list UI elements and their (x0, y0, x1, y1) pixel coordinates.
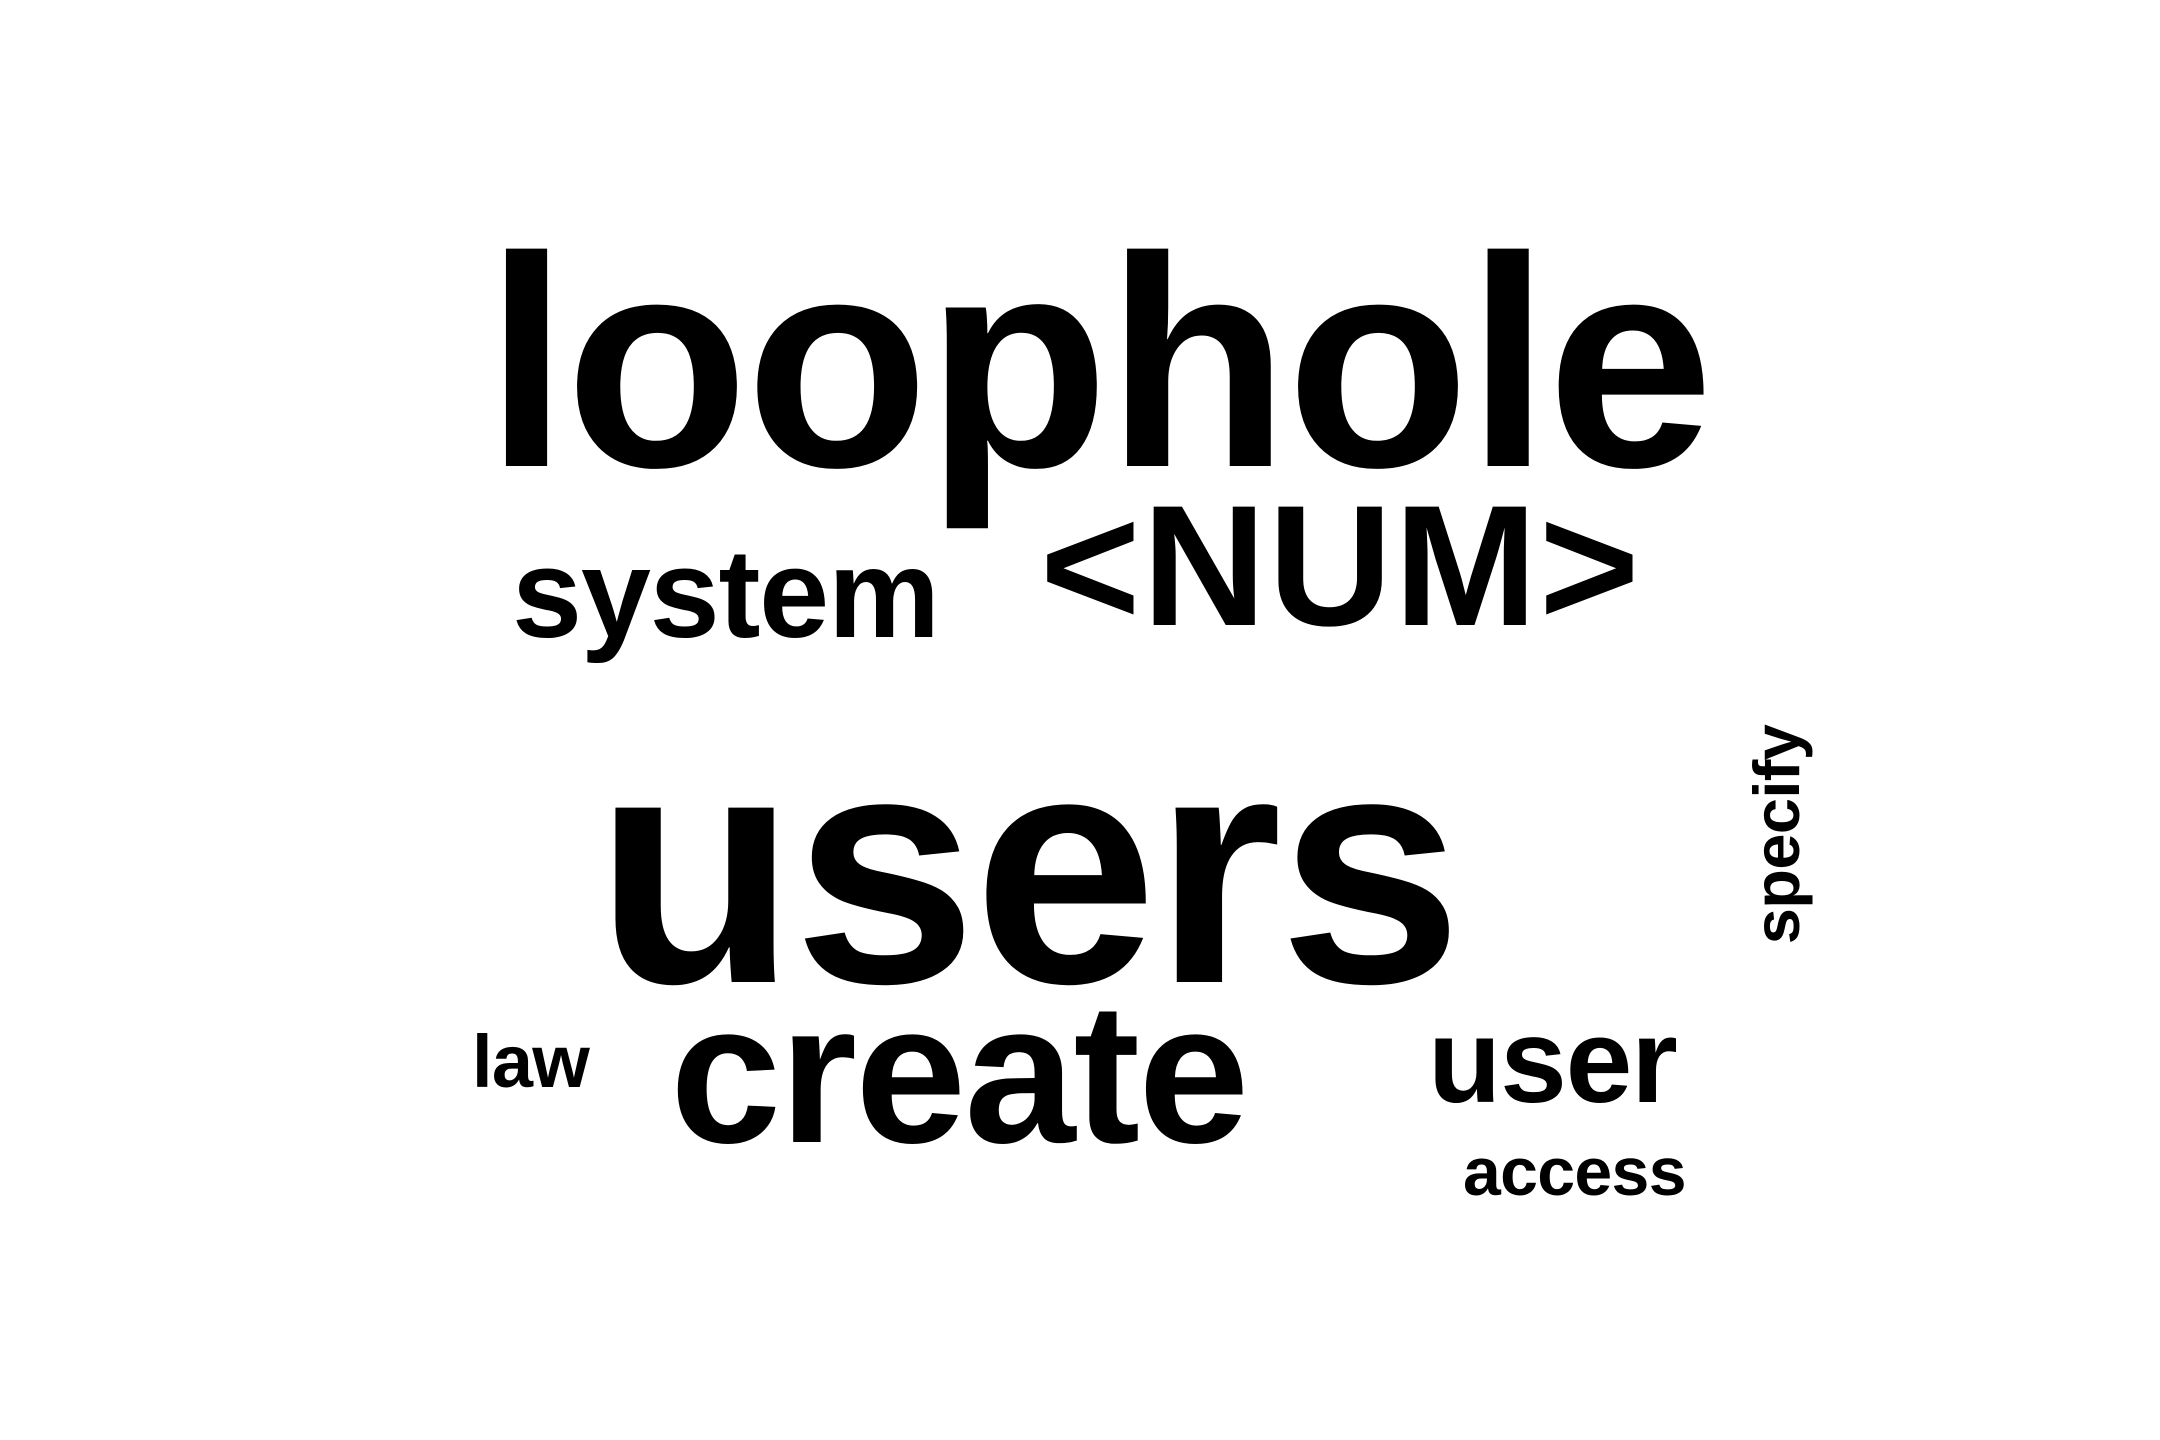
word-create: create (670, 962, 1249, 1185)
word-user: user (1428, 994, 1678, 1128)
word-specify: specify (1740, 724, 1814, 945)
word-loophole: loophole (485, 194, 1714, 530)
word-law: law (472, 1020, 590, 1103)
word-num-token: <NUM> (1040, 470, 1642, 662)
word-access: access (1463, 1134, 1687, 1210)
word-users: users (595, 683, 1462, 1052)
word-system: system (512, 523, 940, 664)
